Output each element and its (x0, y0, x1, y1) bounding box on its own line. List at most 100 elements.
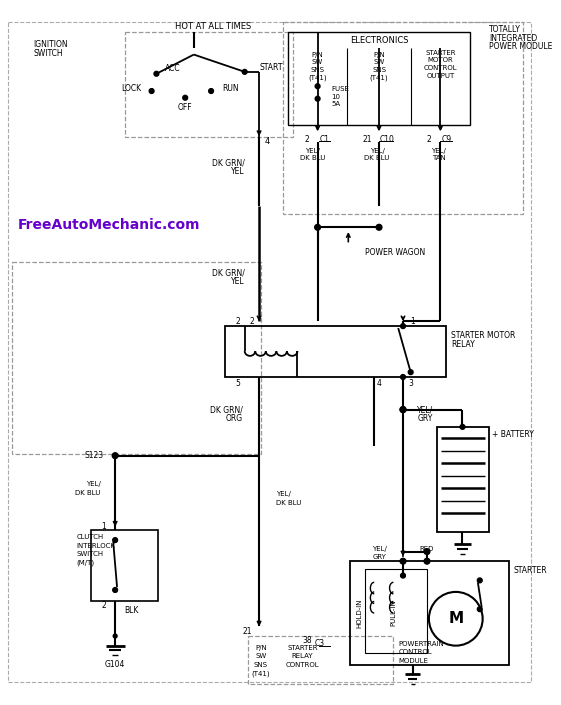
Text: YEL/: YEL/ (431, 147, 446, 154)
Text: STARTER: STARTER (425, 49, 456, 56)
Text: SW: SW (374, 59, 385, 66)
Text: ACC: ACC (165, 64, 181, 73)
Text: 1: 1 (410, 317, 415, 326)
Text: SNS: SNS (254, 662, 268, 668)
Circle shape (408, 369, 413, 374)
Text: DK BLU: DK BLU (75, 490, 101, 496)
Text: CONTROL: CONTROL (424, 65, 457, 71)
Text: HOT AT ALL TIMES: HOT AT ALL TIMES (175, 23, 251, 31)
Bar (365, 569, 427, 654)
Circle shape (149, 89, 154, 94)
Text: OFF: OFF (178, 103, 192, 112)
Text: MODULE: MODULE (398, 658, 428, 664)
Text: ELECTRONICS: ELECTRONICS (350, 36, 408, 44)
Text: 1: 1 (101, 522, 106, 531)
Text: YEL/: YEL/ (372, 546, 387, 552)
Text: SW: SW (312, 59, 323, 66)
Text: RUN: RUN (223, 84, 239, 92)
Bar (91, 530, 158, 601)
Circle shape (154, 71, 159, 76)
Text: TOTALLY: TOTALLY (489, 25, 521, 34)
Text: BLK: BLK (125, 606, 139, 615)
Text: PULL-IN: PULL-IN (390, 600, 397, 626)
Circle shape (424, 558, 430, 564)
Text: (T41): (T41) (252, 670, 270, 677)
Text: YEL/: YEL/ (370, 147, 384, 154)
Text: (T41): (T41) (370, 74, 388, 81)
Text: S123: S123 (85, 451, 104, 460)
Circle shape (315, 97, 320, 101)
Text: START: START (259, 63, 283, 73)
Text: INTEGRATED: INTEGRATED (489, 34, 537, 43)
Text: STARTER MOTOR: STARTER MOTOR (451, 331, 516, 341)
Text: 5A: 5A (331, 102, 340, 107)
Text: TAN: TAN (431, 155, 445, 161)
Text: DK BLU: DK BLU (277, 500, 302, 505)
Text: SNS: SNS (311, 67, 325, 73)
Text: POWER WAGON: POWER WAGON (365, 247, 425, 257)
Text: CONTROL: CONTROL (398, 649, 432, 656)
Circle shape (242, 69, 247, 74)
Text: YEL/: YEL/ (277, 491, 291, 497)
Text: SWITCH: SWITCH (77, 551, 104, 558)
Text: MOTOR: MOTOR (427, 57, 453, 63)
Text: M: M (448, 611, 463, 626)
Bar (436, 427, 489, 532)
Circle shape (112, 453, 118, 458)
Text: YEL: YEL (231, 167, 245, 176)
Circle shape (477, 607, 482, 611)
Text: 21: 21 (243, 627, 252, 636)
Text: C1: C1 (320, 135, 329, 144)
Text: RELAY: RELAY (292, 654, 313, 659)
Text: GRY: GRY (417, 414, 433, 423)
Text: C3: C3 (315, 639, 325, 648)
Text: 4: 4 (376, 379, 381, 388)
Text: LOCK: LOCK (121, 84, 141, 92)
Text: SWITCH: SWITCH (34, 49, 63, 58)
Text: 3: 3 (408, 379, 413, 388)
Text: P/N: P/N (312, 51, 324, 58)
Text: YEL: YEL (231, 278, 245, 286)
Bar (247, 636, 393, 684)
Text: SW: SW (255, 654, 266, 659)
Text: GRY: GRY (373, 554, 387, 560)
Bar (125, 32, 293, 137)
Text: CONTROL: CONTROL (286, 662, 319, 668)
Circle shape (376, 224, 382, 230)
Text: 2: 2 (249, 317, 254, 326)
Circle shape (315, 224, 320, 230)
Text: YEL/: YEL/ (305, 147, 320, 154)
Text: DK BLU: DK BLU (365, 155, 390, 161)
Text: STARTER: STARTER (287, 644, 318, 651)
Text: C9: C9 (442, 135, 452, 144)
Text: HOLD-IN: HOLD-IN (357, 599, 363, 627)
Text: 2: 2 (101, 601, 106, 610)
Text: G104: G104 (105, 661, 125, 669)
Circle shape (400, 407, 406, 412)
Bar (350, 561, 509, 665)
Text: DK GRN/: DK GRN/ (212, 269, 245, 278)
Text: YEL/: YEL/ (86, 482, 101, 487)
Text: 21: 21 (363, 135, 373, 144)
Text: 2: 2 (236, 317, 240, 326)
Circle shape (401, 374, 406, 379)
Bar (226, 326, 446, 377)
Circle shape (113, 634, 117, 638)
Text: RELAY: RELAY (451, 340, 475, 349)
Text: 2: 2 (426, 135, 431, 144)
Circle shape (183, 95, 187, 100)
Circle shape (460, 424, 465, 429)
Circle shape (113, 587, 118, 592)
Bar (288, 32, 470, 125)
Bar (283, 22, 523, 214)
Circle shape (400, 558, 406, 564)
Circle shape (209, 89, 214, 94)
Text: CLUTCH: CLUTCH (77, 534, 104, 540)
Text: SNS: SNS (372, 67, 386, 73)
Text: 10: 10 (331, 94, 340, 100)
Circle shape (113, 538, 118, 542)
Text: STARTER: STARTER (513, 566, 547, 575)
Text: FreeAutoMechanic.com: FreeAutoMechanic.com (17, 219, 200, 233)
Text: POWER MODULE: POWER MODULE (489, 42, 553, 51)
Circle shape (401, 324, 406, 329)
